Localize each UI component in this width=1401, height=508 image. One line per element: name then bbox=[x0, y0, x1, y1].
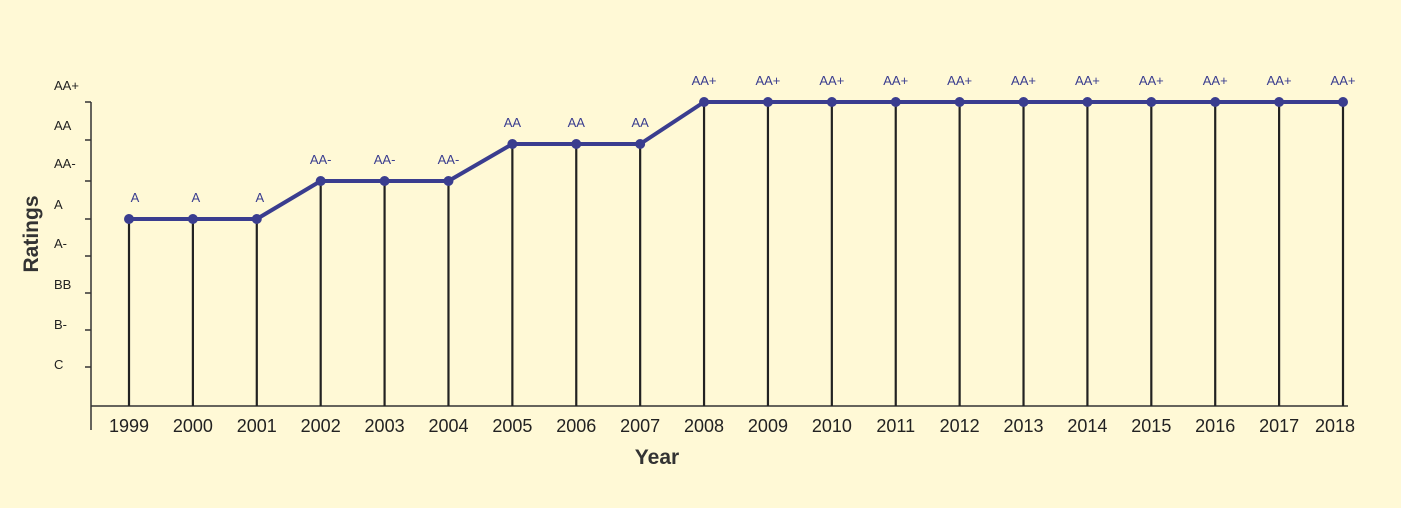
x-tick-label: 2012 bbox=[940, 416, 980, 436]
y-tick-label: AA bbox=[54, 118, 72, 133]
data-label: AA+ bbox=[883, 73, 908, 88]
x-tick-label: 2018 bbox=[1315, 416, 1355, 436]
data-point bbox=[1274, 97, 1285, 107]
data-label: A bbox=[131, 190, 140, 205]
data-label: AA+ bbox=[1331, 73, 1356, 88]
data-label: A bbox=[192, 190, 201, 205]
x-tick-label: 2002 bbox=[301, 416, 341, 436]
x-tick-label: 2004 bbox=[428, 416, 468, 436]
data-point bbox=[762, 97, 773, 107]
data-point bbox=[1146, 97, 1157, 107]
y-tick-label: AA+ bbox=[54, 78, 79, 93]
data-point bbox=[1018, 97, 1029, 107]
data-point bbox=[315, 176, 326, 186]
y-tick-label: A- bbox=[54, 236, 67, 251]
data-label: AA+ bbox=[755, 73, 780, 88]
data-label: AA+ bbox=[692, 73, 717, 88]
y-axis-title: Ratings bbox=[20, 195, 43, 272]
data-point bbox=[890, 97, 901, 107]
data-point bbox=[954, 97, 965, 107]
data-point bbox=[635, 139, 646, 149]
data-label: AA+ bbox=[1203, 73, 1228, 88]
x-tick-label: 2008 bbox=[684, 416, 724, 436]
data-label: AA- bbox=[310, 152, 332, 167]
data-point bbox=[443, 176, 454, 186]
data-point bbox=[699, 97, 710, 107]
x-tick-label: 2011 bbox=[876, 416, 915, 436]
series-line bbox=[129, 100, 1343, 221]
x-tick-label: 2017 bbox=[1259, 416, 1299, 436]
data-point bbox=[1082, 97, 1093, 107]
data-point bbox=[251, 214, 262, 224]
x-tick-label: 2015 bbox=[1131, 416, 1171, 436]
x-tick-label: 2010 bbox=[812, 416, 852, 436]
x-tick-label: 2014 bbox=[1067, 416, 1107, 436]
data-label: AA+ bbox=[819, 73, 844, 88]
data-label: AA bbox=[504, 115, 522, 130]
data-label: AA+ bbox=[1011, 73, 1036, 88]
x-tick-label: 2003 bbox=[365, 416, 405, 436]
x-tick-label: 2007 bbox=[620, 416, 660, 436]
data-label: A bbox=[255, 190, 264, 205]
x-tick-label: 2005 bbox=[492, 416, 532, 436]
data-point bbox=[826, 97, 837, 107]
x-tick-label: 1999 bbox=[109, 416, 149, 436]
y-tick-label: A bbox=[54, 197, 63, 212]
x-tick-label: 2016 bbox=[1195, 416, 1235, 436]
data-point bbox=[571, 139, 582, 149]
y-tick-label: AA- bbox=[54, 156, 76, 171]
x-tick-label: 2001 bbox=[237, 416, 277, 436]
data-label: AA- bbox=[438, 152, 460, 167]
data-label: AA bbox=[568, 115, 586, 130]
data-point bbox=[187, 214, 198, 224]
y-tick-label: BB bbox=[54, 277, 71, 292]
data-point bbox=[124, 214, 134, 224]
y-tick-label: B- bbox=[54, 317, 67, 332]
data-point bbox=[1210, 97, 1221, 107]
x-tick-label: 2009 bbox=[748, 416, 788, 436]
data-label: AA- bbox=[374, 152, 396, 167]
data-label: AA+ bbox=[1267, 73, 1292, 88]
x-tick-label: 2013 bbox=[1004, 416, 1044, 436]
x-tick-label: 2000 bbox=[173, 416, 213, 436]
x-axis-title: Year bbox=[635, 446, 679, 469]
data-point bbox=[379, 176, 390, 186]
data-label: AA+ bbox=[1139, 73, 1164, 88]
data-label: AA+ bbox=[947, 73, 972, 88]
data-point bbox=[1338, 97, 1348, 107]
data-label: AA bbox=[631, 115, 649, 130]
x-tick-label: 2006 bbox=[556, 416, 596, 436]
data-label: AA+ bbox=[1075, 73, 1100, 88]
data-point bbox=[507, 139, 518, 149]
y-tick-label: C bbox=[54, 357, 63, 372]
